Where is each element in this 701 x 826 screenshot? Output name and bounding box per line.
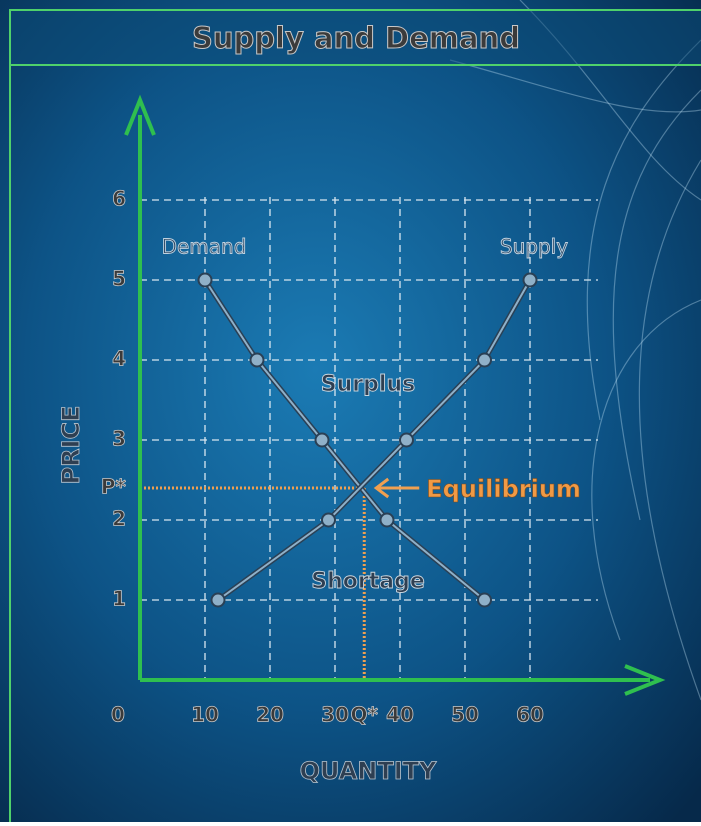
data-point: [251, 354, 264, 367]
x-tick-label: 50: [451, 703, 479, 727]
y-tick-label: 5: [112, 267, 126, 291]
y-tick-label: 6: [112, 187, 126, 211]
y-tick-label: 4: [112, 347, 126, 371]
y-tick-label: 3: [112, 427, 126, 451]
annotation: Shortage: [311, 569, 425, 594]
data-point: [316, 434, 329, 447]
x-tick-label: 10: [191, 703, 219, 727]
chart-title: Supply and Demand: [192, 21, 520, 55]
x-axis-label: QUANTITY: [300, 757, 437, 785]
y-tick-label: P*: [101, 475, 127, 499]
x-tick-label: Q*: [351, 703, 379, 727]
series-label: Demand: [162, 235, 247, 259]
x-tick-label: 20: [256, 703, 284, 727]
x-tick-label: 0: [111, 703, 125, 727]
y-tick-label: 2: [112, 507, 126, 531]
annotation: Equilibrium: [426, 475, 581, 503]
x-tick-label: 60: [516, 703, 544, 727]
data-point: [524, 274, 537, 287]
data-point: [478, 354, 491, 367]
page: Supply and Demand PRICE QUANTITY 1 2 P* 3 4 5…: [0, 0, 701, 822]
x-tick-label: 40: [386, 703, 414, 727]
y-axis-label: PRICE: [57, 405, 85, 484]
data-point: [212, 594, 225, 607]
annotation: Surplus: [321, 372, 415, 397]
data-point: [322, 514, 335, 527]
background: [0, 0, 701, 822]
data-point: [381, 514, 394, 527]
chart: Supply and Demand PRICE QUANTITY 1 2 P* 3 4 5…: [0, 0, 701, 822]
data-point: [199, 274, 212, 287]
x-tick-label: 30: [321, 703, 349, 727]
data-point: [400, 434, 413, 447]
data-point: [478, 594, 491, 607]
series-label: Supply: [500, 235, 568, 259]
y-tick-label: 1: [112, 587, 126, 611]
